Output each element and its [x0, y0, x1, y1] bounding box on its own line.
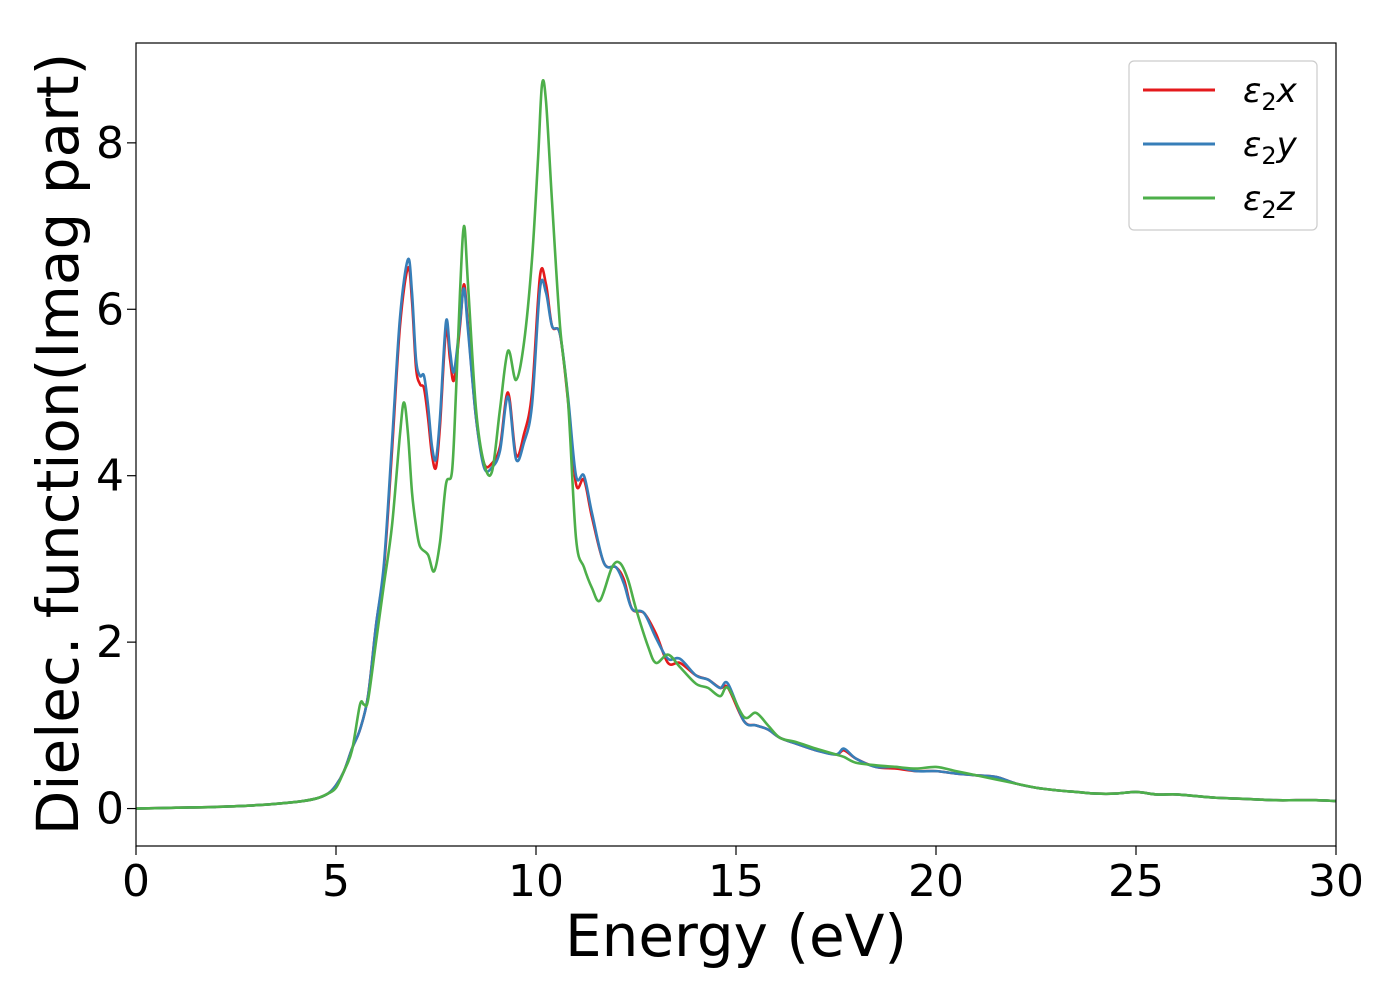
legend: ε2x ε2y ε2z — [1128, 60, 1318, 231]
y-tick-label: 4 — [96, 451, 124, 502]
y-axis: 0 2 4 6 8 — [96, 118, 136, 835]
x-tick-label: 0 — [122, 856, 150, 907]
y-tick-label: 2 — [96, 617, 124, 668]
y-tick-label: 8 — [96, 118, 124, 169]
y-tick-label: 6 — [96, 284, 124, 335]
y-axis-title: Dielec. function(Imag part) — [24, 53, 92, 836]
y-tick-label: 0 — [96, 784, 124, 835]
x-axis: 0 5 10 15 20 25 30 — [122, 846, 1364, 907]
legend-label-z: ε2z — [1243, 179, 1296, 224]
x-tick-label: 30 — [1308, 856, 1364, 907]
x-tick-label: 25 — [1108, 856, 1164, 907]
legend-label-y: ε2y — [1243, 125, 1298, 170]
x-tick-label: 15 — [708, 856, 764, 907]
x-axis-title: Energy (eV) — [565, 902, 907, 970]
x-tick-label: 10 — [508, 856, 564, 907]
legend-label-x: ε2x — [1243, 71, 1298, 116]
x-tick-label: 5 — [322, 856, 350, 907]
x-tick-label: 20 — [908, 856, 964, 907]
series-line-z — [136, 79, 1336, 810]
series-layer — [136, 79, 1336, 810]
legend-frame — [1128, 60, 1318, 231]
